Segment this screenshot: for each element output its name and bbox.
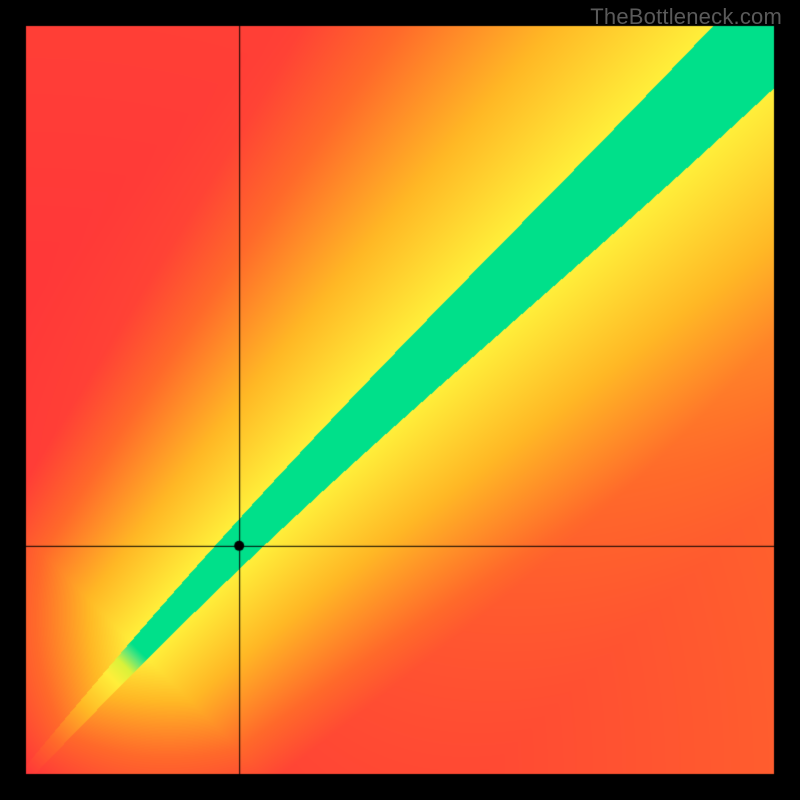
bottleneck-heatmap bbox=[0, 0, 800, 800]
watermark-text: TheBottleneck.com bbox=[590, 4, 782, 30]
chart-container: TheBottleneck.com bbox=[0, 0, 800, 800]
